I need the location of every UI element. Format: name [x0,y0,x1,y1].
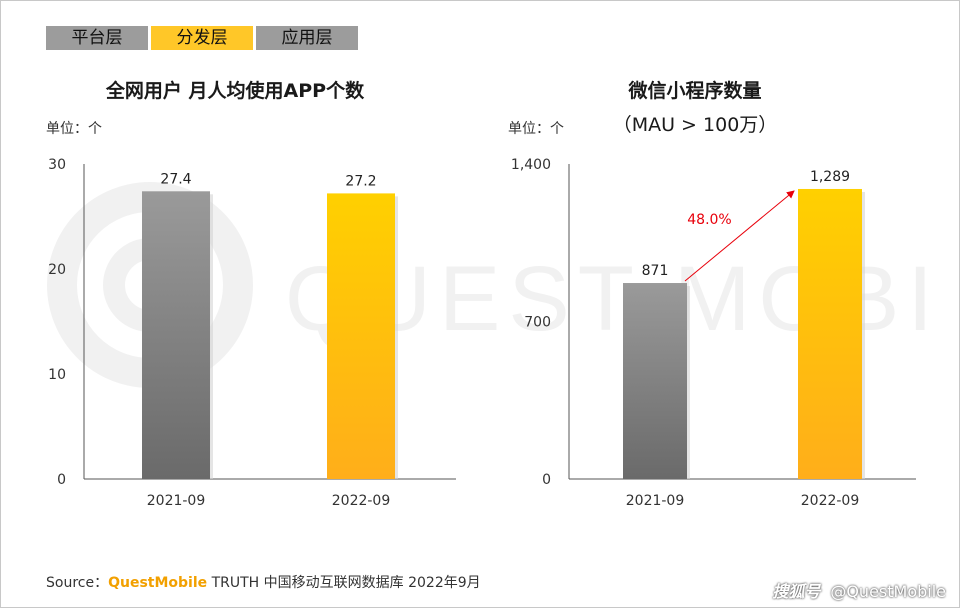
credit-logo: 搜狐号 [772,582,821,601]
chart2-data-label: 871 [642,263,669,279]
tab-distribution[interactable]: 分发层 [151,26,253,50]
chart1-bar [327,193,395,479]
chart1-ytick-label: 20 [48,262,66,278]
source-note: Source：QuestMobile TRUTH 中国移动互联网数据库 2022… [46,572,481,592]
credit-text: @QuestMobile [830,582,946,601]
tab-bar: 平台层 分发层 应用层 [46,26,361,50]
growth-arrow [684,190,795,282]
chart2-title: 微信小程序数量 [628,80,762,102]
chart2-data-label: 1,289 [810,169,850,185]
chart1-category-label: 2021-09 [147,493,206,509]
chart2-subtitle: （MAU > 100万） [612,114,778,136]
chart1-ytick-label: 0 [57,472,66,488]
credit-watermark: 搜狐号 @QuestMobile [772,578,946,602]
chart2-unit: 单位：个 [508,121,564,137]
chart1-title: 全网用户 月人均使用APP个数 [105,80,365,102]
source-text: TRUTH 中国移动互联网数据库 2022年9月 [207,575,481,591]
chart2-category-label: 2021-09 [626,493,685,509]
tab-application[interactable]: 应用层 [256,26,358,50]
source-brand: QuestMobile [108,575,208,591]
chart1-data-label: 27.4 [160,171,191,187]
chart1-bar [142,191,210,480]
chart1-ytick-label: 30 [48,157,66,173]
chart1-data-label: 27.2 [345,173,376,189]
chart2-category-label: 2022-09 [801,493,860,509]
growth-label: 48.0% [687,212,731,228]
source-prefix: Source： [46,575,109,591]
chart2-ytick-label: 1,400 [511,157,551,173]
chart2-ytick-label: 700 [524,315,551,331]
chart1-unit: 单位：个 [46,121,102,137]
tab-platform[interactable]: 平台层 [46,26,148,50]
chart2-bar [798,188,862,479]
chart1-ytick-label: 10 [48,367,66,383]
chart1-category-label: 2022-09 [332,493,391,509]
chart2-bar [623,283,687,479]
chart2-ytick-label: 0 [542,472,551,488]
